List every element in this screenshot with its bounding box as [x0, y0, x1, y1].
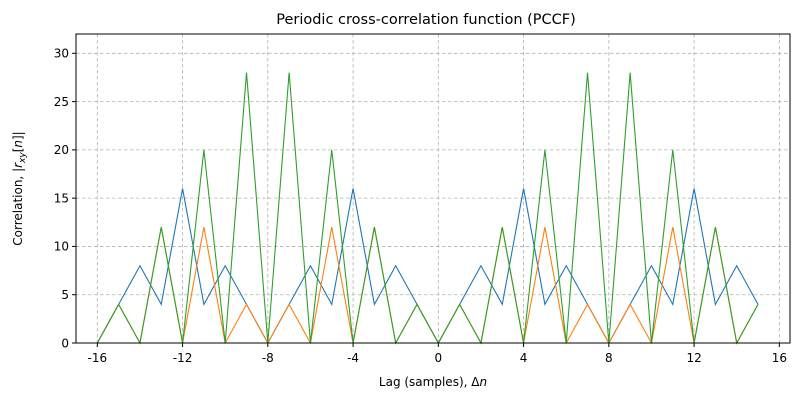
- y-tick-label: 25: [54, 95, 69, 109]
- y-axis-label-open: [: [11, 148, 25, 153]
- y-axis-label-close: ]|: [11, 131, 25, 140]
- y-axis-label-sub: xy: [18, 152, 28, 164]
- x-tick-label: 0: [435, 351, 443, 365]
- y-tick-label: 10: [54, 240, 69, 254]
- x-tick-label: 4: [520, 351, 528, 365]
- x-tick-label: 8: [605, 351, 613, 365]
- x-tick-label: -8: [262, 351, 274, 365]
- y-tick-label: 20: [54, 143, 69, 157]
- chart-title: Periodic cross-correlation function (PCC…: [276, 12, 576, 28]
- y-axis-label: Correlation, |rxy[n]|: [11, 131, 28, 245]
- y-tick-label: 5: [61, 288, 69, 302]
- x-axis-label: Lag (samples), Δn: [379, 375, 487, 389]
- x-tick-label: 12: [686, 351, 701, 365]
- y-tick-label: 15: [54, 191, 69, 205]
- y-axis-label-prefix: Correlation, |: [11, 168, 25, 246]
- axis-ticks: -16 -12 -8 -4 0 4 8 12 16 0 5 10 15 20 25 30: [54, 47, 787, 365]
- x-tick-label: -4: [347, 351, 359, 365]
- y-tick-label: 0: [61, 336, 69, 350]
- plot-frame: [75, 33, 791, 344]
- x-axis-label-var: n: [479, 375, 487, 389]
- x-tick-label: 16: [772, 351, 787, 365]
- series-line-3: [96, 72, 759, 345]
- series-layer: [96, 72, 759, 345]
- x-tick-label: -16: [88, 351, 108, 365]
- x-tick-label: -12: [173, 351, 193, 365]
- y-tick-label: 30: [54, 47, 69, 61]
- y-axis-label-r: r: [11, 162, 25, 168]
- y-axis-label-n: n: [11, 140, 25, 148]
- x-axis-label-prefix: Lag (samples), Δ: [379, 375, 480, 389]
